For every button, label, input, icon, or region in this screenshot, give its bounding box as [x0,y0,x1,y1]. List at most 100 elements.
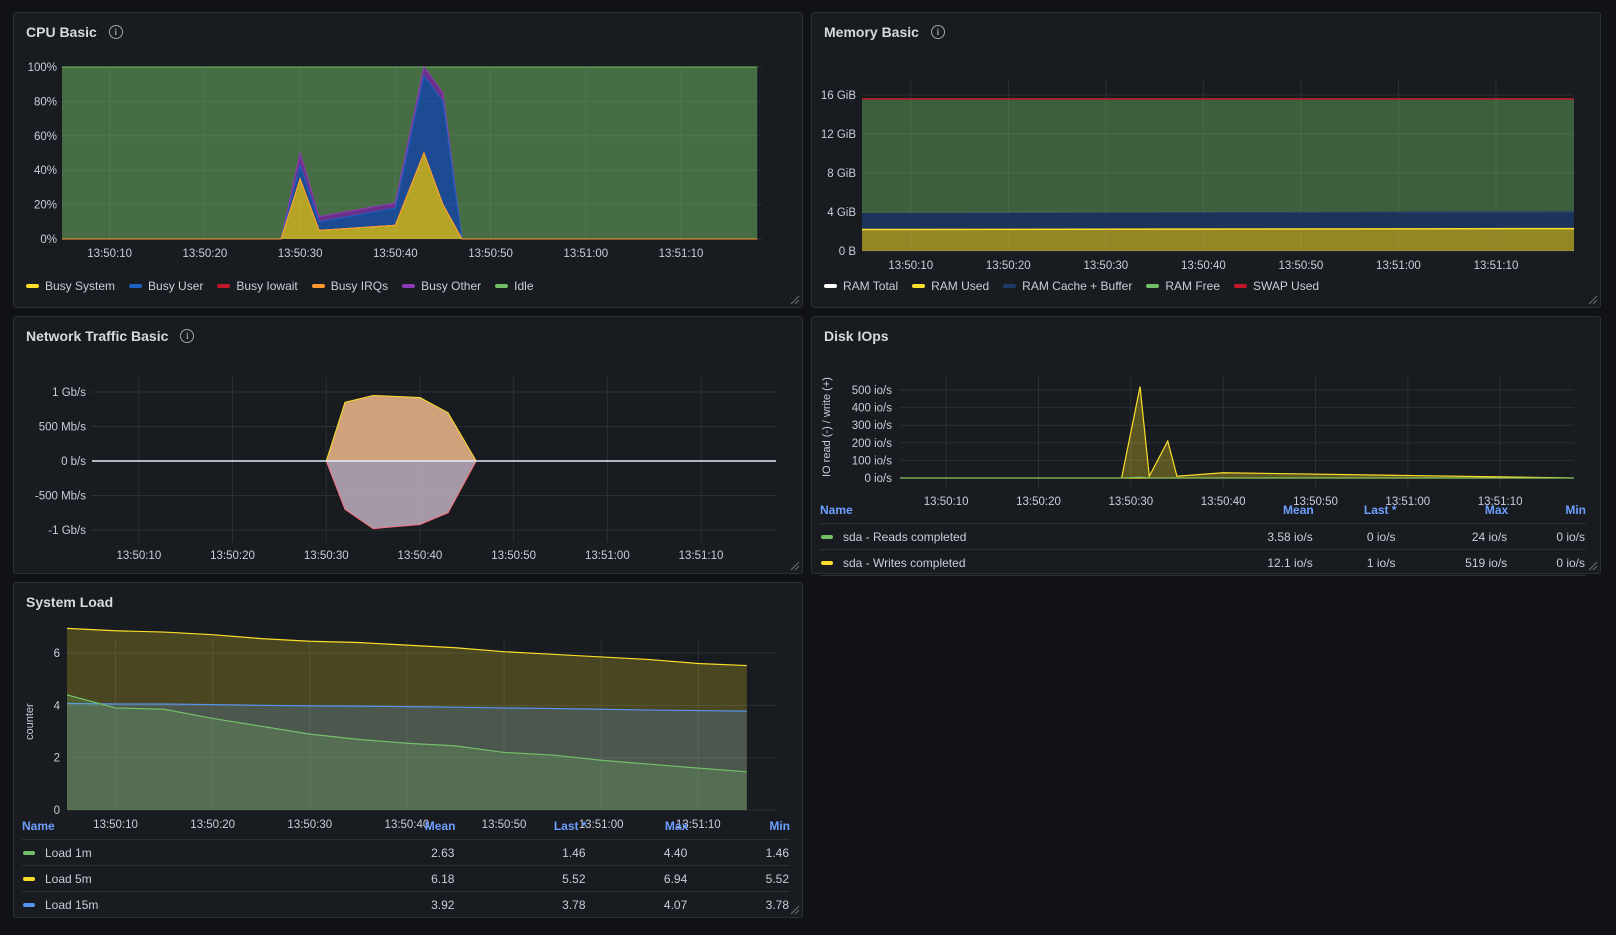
y-tick-label: 6 [54,648,60,660]
legend-label: Busy User [148,279,204,293]
legend-item[interactable]: Busy User [129,279,203,293]
y-tick-label: 0% [40,234,57,246]
legend-item[interactable]: Busy IRQs [311,279,388,293]
disk-iops-panel: Disk IOps IO read (-) / write (+) 500 io… [811,316,1601,576]
table-row[interactable]: Load 15m 3.92 3.78 4.07 3.78 [22,891,790,918]
column-header-max[interactable]: Max [1396,501,1509,524]
x-tick-label: 13:50:30 [304,550,349,562]
legend-item[interactable]: Busy Other [402,279,481,293]
resize-handle-icon[interactable] [1588,295,1598,305]
series-area-ram-free [862,98,1574,213]
series-area-load-1m [67,694,747,810]
y-tick-label: 16 GiB [821,90,856,102]
legend-label: SWAP Used [1253,279,1320,293]
legend-item[interactable]: RAM Cache + Buffer [1003,279,1132,293]
stat-last: 0 io/s [1313,523,1397,550]
legend-item[interactable]: SWAP Used [1234,279,1319,293]
legend-item[interactable]: Idle [495,279,534,293]
legend-item[interactable]: RAM Used [912,279,989,293]
legend-swatch [912,284,926,288]
stat-mean: 2.63 [332,839,456,866]
series-line-load-1m [66,694,747,773]
info-icon[interactable]: i [108,25,123,39]
network-traffic-panel: Network Traffic Basic i 1 Gb/s 500 Mb/s 0 … [13,316,803,574]
series-name: Load 15m [22,891,333,918]
legend-item[interactable]: Busy System [26,279,115,293]
column-header-name[interactable]: Name [820,501,1194,524]
resize-handle-icon[interactable] [790,905,800,915]
legend-label: Busy Other [421,279,482,293]
table-row[interactable]: Load 1m 2.63 1.46 4.40 1.46 [22,839,790,866]
memory-chart: 16 GiB 12 GiB 8 GiB 4 GiB 0 B 13:50:10 13:50:… [821,79,1575,272]
stat-mean: 12.1 io/s [1193,549,1314,576]
info-icon[interactable]: i [180,329,195,343]
series-area-busy-system [62,153,758,239]
column-header-mean[interactable]: Mean [1193,501,1314,524]
series-line-reads [900,476,1574,479]
x-tick-label: 13:50:10 [888,260,933,272]
y-tick-label: 20% [34,200,57,212]
y-tick-label: 100% [28,62,57,74]
y-tick-label: 300 io/s [852,420,893,432]
memory-basic-panel: Memory Basic i 16 GiB 12 GiB 8 GiB 4 GiB 0 B… [811,12,1601,308]
legend-swatch [495,284,509,288]
load-legend-table: Name Mean Last * Max Min Load 1m 2.63 1.46 4.40 1… [22,817,790,918]
column-header-name[interactable]: Name [22,817,333,840]
column-header-min[interactable]: Min [1508,501,1586,524]
x-tick-label: 13:50:40 [1181,260,1226,272]
series-swatch [23,877,35,882]
x-tick-label: 13:50:20 [210,550,255,562]
column-header-last[interactable]: Last * [455,817,587,840]
legend-item[interactable]: RAM Free [1146,279,1220,293]
column-header-last[interactable]: Last * [1313,501,1397,524]
column-header-max[interactable]: Max [586,817,689,840]
series-name: Load 1m [22,839,333,866]
legend-item[interactable]: RAM Total [824,279,898,293]
legend-swatch [824,284,837,288]
stat-min: 3.78 [688,891,790,918]
legend-swatch [129,284,143,288]
x-tick-label: 13:51:00 [1376,260,1421,272]
x-tick-label: 13:50:50 [491,550,536,562]
y-tick-label: 500 io/s [852,385,893,397]
resize-handle-icon[interactable] [790,295,800,305]
legend-swatch [1003,284,1017,288]
stat-max: 24 io/s [1396,523,1509,550]
column-header-mean[interactable]: Mean [332,817,456,840]
x-tick-label: 13:50:10 [87,248,132,260]
table-row[interactable]: sda - Reads completed 3.58 io/s 0 io/s 24 i… [820,523,1586,550]
stat-mean: 3.58 io/s [1193,523,1314,550]
x-tick-label: 13:51:00 [563,248,608,260]
info-icon[interactable]: i [930,25,945,39]
legend-label: Busy Iowait [236,279,298,293]
x-tick-label: 13:51:10 [1474,260,1519,272]
y-tick-label: 2 [54,753,60,765]
cpu-panel-title: CPU Basic [26,24,97,40]
series-area-receive [92,394,776,462]
legend-swatch [311,284,325,288]
cpu-legend: Busy System Busy User Busy Iowait Busy IRQs… [26,279,534,293]
x-tick-label: 13:51:10 [679,550,724,562]
table-row[interactable]: sda - Writes completed 12.1 io/s 1 io/s 519… [820,549,1586,576]
resize-handle-icon[interactable] [1588,561,1598,571]
x-tick-label: 13:50:50 [468,248,513,260]
resize-handle-icon[interactable] [790,561,800,571]
stat-mean: 3.92 [332,891,456,918]
panel-title: Network Traffic Basic i [26,328,195,344]
panel-title: CPU Basic i [26,24,123,40]
stat-min: 0 io/s [1508,523,1586,550]
x-tick-label: 13:50:20 [182,248,227,260]
y-tick-label: 80% [34,96,57,108]
legend-label: RAM Used [931,279,990,293]
stat-last: 1.46 [455,839,587,866]
table-row[interactable]: Load 5m 6.18 5.52 6.94 5.52 [22,865,790,892]
column-header-min[interactable]: Min [688,817,790,840]
stat-max: 4.40 [586,839,689,866]
series-swatch [23,851,35,856]
y-tick-label: -1 Gb/s [48,525,86,537]
series-swatch [23,903,35,908]
legend-item[interactable]: Busy Iowait [217,279,298,293]
memory-legend: RAM Total RAM Used RAM Cache + Buffer RAM F… [824,279,1319,293]
disk-panel-title: Disk IOps [824,328,889,344]
legend-label: RAM Cache + Buffer [1022,279,1133,293]
